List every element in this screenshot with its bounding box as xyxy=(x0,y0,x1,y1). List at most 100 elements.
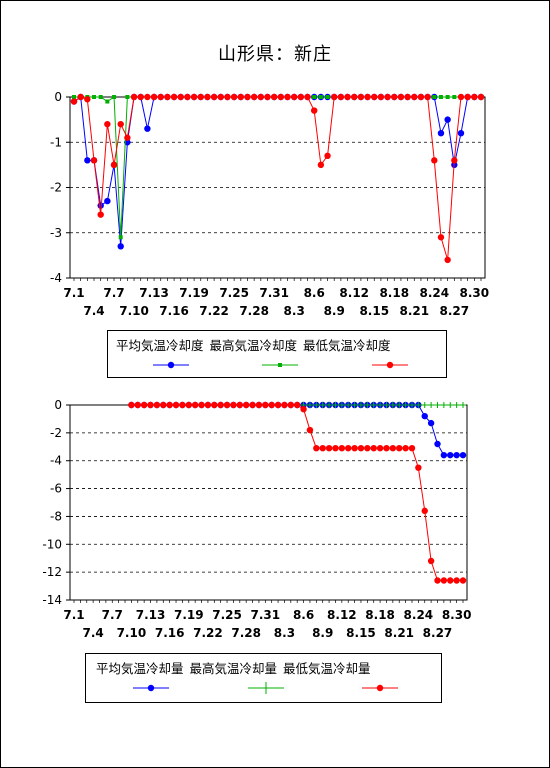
data-point-max xyxy=(351,402,358,408)
data-point-max xyxy=(98,95,103,99)
data-point-min xyxy=(440,577,448,584)
x-tick-label: 8.3 xyxy=(284,304,305,318)
x-tick-label: 7.1 xyxy=(63,608,84,622)
data-point-min xyxy=(408,444,416,452)
x-tick-label: 7.7 xyxy=(102,608,123,622)
y-tick-label: -6 xyxy=(50,482,62,496)
y-tick-label: -4 xyxy=(50,271,62,285)
y-tick-label: -4 xyxy=(50,454,62,468)
data-point-min xyxy=(190,93,198,101)
data-point-average xyxy=(434,440,441,448)
x-tick-label: 7.10 xyxy=(119,304,149,318)
data-point-min xyxy=(310,107,318,114)
data-point-min xyxy=(451,157,458,164)
data-point-min xyxy=(262,401,269,409)
series-line-min xyxy=(73,96,481,261)
legend-label-max: 最高気温冷却量 xyxy=(189,661,278,676)
data-point-min xyxy=(444,256,451,264)
data-point-min xyxy=(104,120,111,128)
x-tick-label: 8.12 xyxy=(327,608,357,622)
data-point-min xyxy=(424,93,431,101)
data-point-max xyxy=(118,235,123,240)
data-point-max xyxy=(318,95,323,99)
data-point-max xyxy=(370,402,377,408)
x-tick-label: 7.28 xyxy=(231,626,261,640)
data-point-min xyxy=(351,93,358,101)
data-point-min xyxy=(211,401,218,409)
data-point-min xyxy=(411,93,418,101)
data-point-min xyxy=(249,401,256,409)
y-tick-label: 0 xyxy=(54,90,62,104)
x-tick-label: 7.4 xyxy=(82,626,103,640)
data-point-max xyxy=(313,402,320,408)
data-point-min xyxy=(325,444,333,452)
series-line-average xyxy=(73,96,481,247)
data-point-max xyxy=(325,95,330,99)
data-point-min xyxy=(404,93,411,101)
data-point-min xyxy=(157,93,164,101)
data-point-min xyxy=(281,401,288,409)
data-point-min xyxy=(153,401,161,409)
legend-label-average: 平均気温冷却量 xyxy=(96,661,184,676)
page-title: 山形県：新庄 xyxy=(218,44,332,65)
data-point-min xyxy=(268,401,275,409)
legend-labels: 平均気温冷却度 最高気温冷却度 最低気温冷却度 xyxy=(108,335,391,354)
data-point-min xyxy=(331,93,338,101)
data-point-max xyxy=(389,402,396,408)
data-point-min xyxy=(345,444,352,452)
data-point-min xyxy=(160,401,167,409)
data-point-min xyxy=(389,444,397,452)
legend-label-min: 最低気温冷却量 xyxy=(283,661,371,676)
x-tick-label: 7.28 xyxy=(239,304,269,318)
data-point-min xyxy=(431,157,438,164)
x-tick-label: 8.27 xyxy=(423,626,453,640)
series-line-max xyxy=(74,96,481,238)
data-point-max xyxy=(383,402,390,408)
data-point-min xyxy=(140,401,148,409)
x-tick-label: 7.31 xyxy=(259,286,289,300)
data-point-max xyxy=(364,402,371,408)
legend-labels: 平均気温冷却量 最高気温冷却量 最低気温冷却量 xyxy=(86,658,371,677)
x-tick-label: 8.6 xyxy=(304,286,325,300)
data-point-min xyxy=(270,93,278,101)
data-point-average xyxy=(459,451,467,459)
data-point-min xyxy=(402,444,409,452)
legend-symbol-average xyxy=(153,361,189,369)
data-point-min xyxy=(396,444,403,452)
data-point-min xyxy=(338,444,346,452)
legend-symbol-max xyxy=(262,363,298,367)
y-tick-label: 0 xyxy=(54,398,62,412)
data-point-max xyxy=(396,402,403,408)
x-tick-label: 8.9 xyxy=(312,626,333,640)
data-point-min xyxy=(170,93,178,101)
data-point-min xyxy=(224,93,231,101)
data-point-min xyxy=(197,93,204,101)
data-point-min xyxy=(210,93,218,101)
legend-symbol-min xyxy=(372,361,408,369)
x-tick-label: 7.22 xyxy=(193,626,223,640)
plot-area xyxy=(69,404,468,601)
data-point-min xyxy=(357,444,365,452)
data-point-min xyxy=(391,93,398,101)
cooling-amount-legend: 平均気温冷却量 最高気温冷却量 最低気温冷却量 xyxy=(85,653,442,703)
x-tick-label: 7.13 xyxy=(136,608,166,622)
x-tick-label: 8.18 xyxy=(365,608,395,622)
data-point-max xyxy=(332,402,339,408)
data-point-max xyxy=(452,95,457,99)
data-point-min xyxy=(70,98,78,105)
y-tick-label: -14 xyxy=(42,593,62,607)
data-point-min xyxy=(377,93,385,101)
x-tick-label: 8.30 xyxy=(442,608,472,622)
data-point-min xyxy=(97,211,104,218)
legend-label-min: 最低気温冷却度 xyxy=(303,338,391,353)
data-point-max xyxy=(440,402,447,408)
data-point-min xyxy=(191,401,199,409)
data-point-max xyxy=(72,95,76,99)
data-point-average xyxy=(144,125,151,132)
y-tick-label: -2 xyxy=(50,426,62,440)
data-point-min xyxy=(304,93,311,101)
x-tick-label: 7.16 xyxy=(159,304,189,318)
x-tick-label: 7.22 xyxy=(199,304,229,318)
data-point-average xyxy=(440,451,448,459)
data-point-min xyxy=(236,401,244,409)
